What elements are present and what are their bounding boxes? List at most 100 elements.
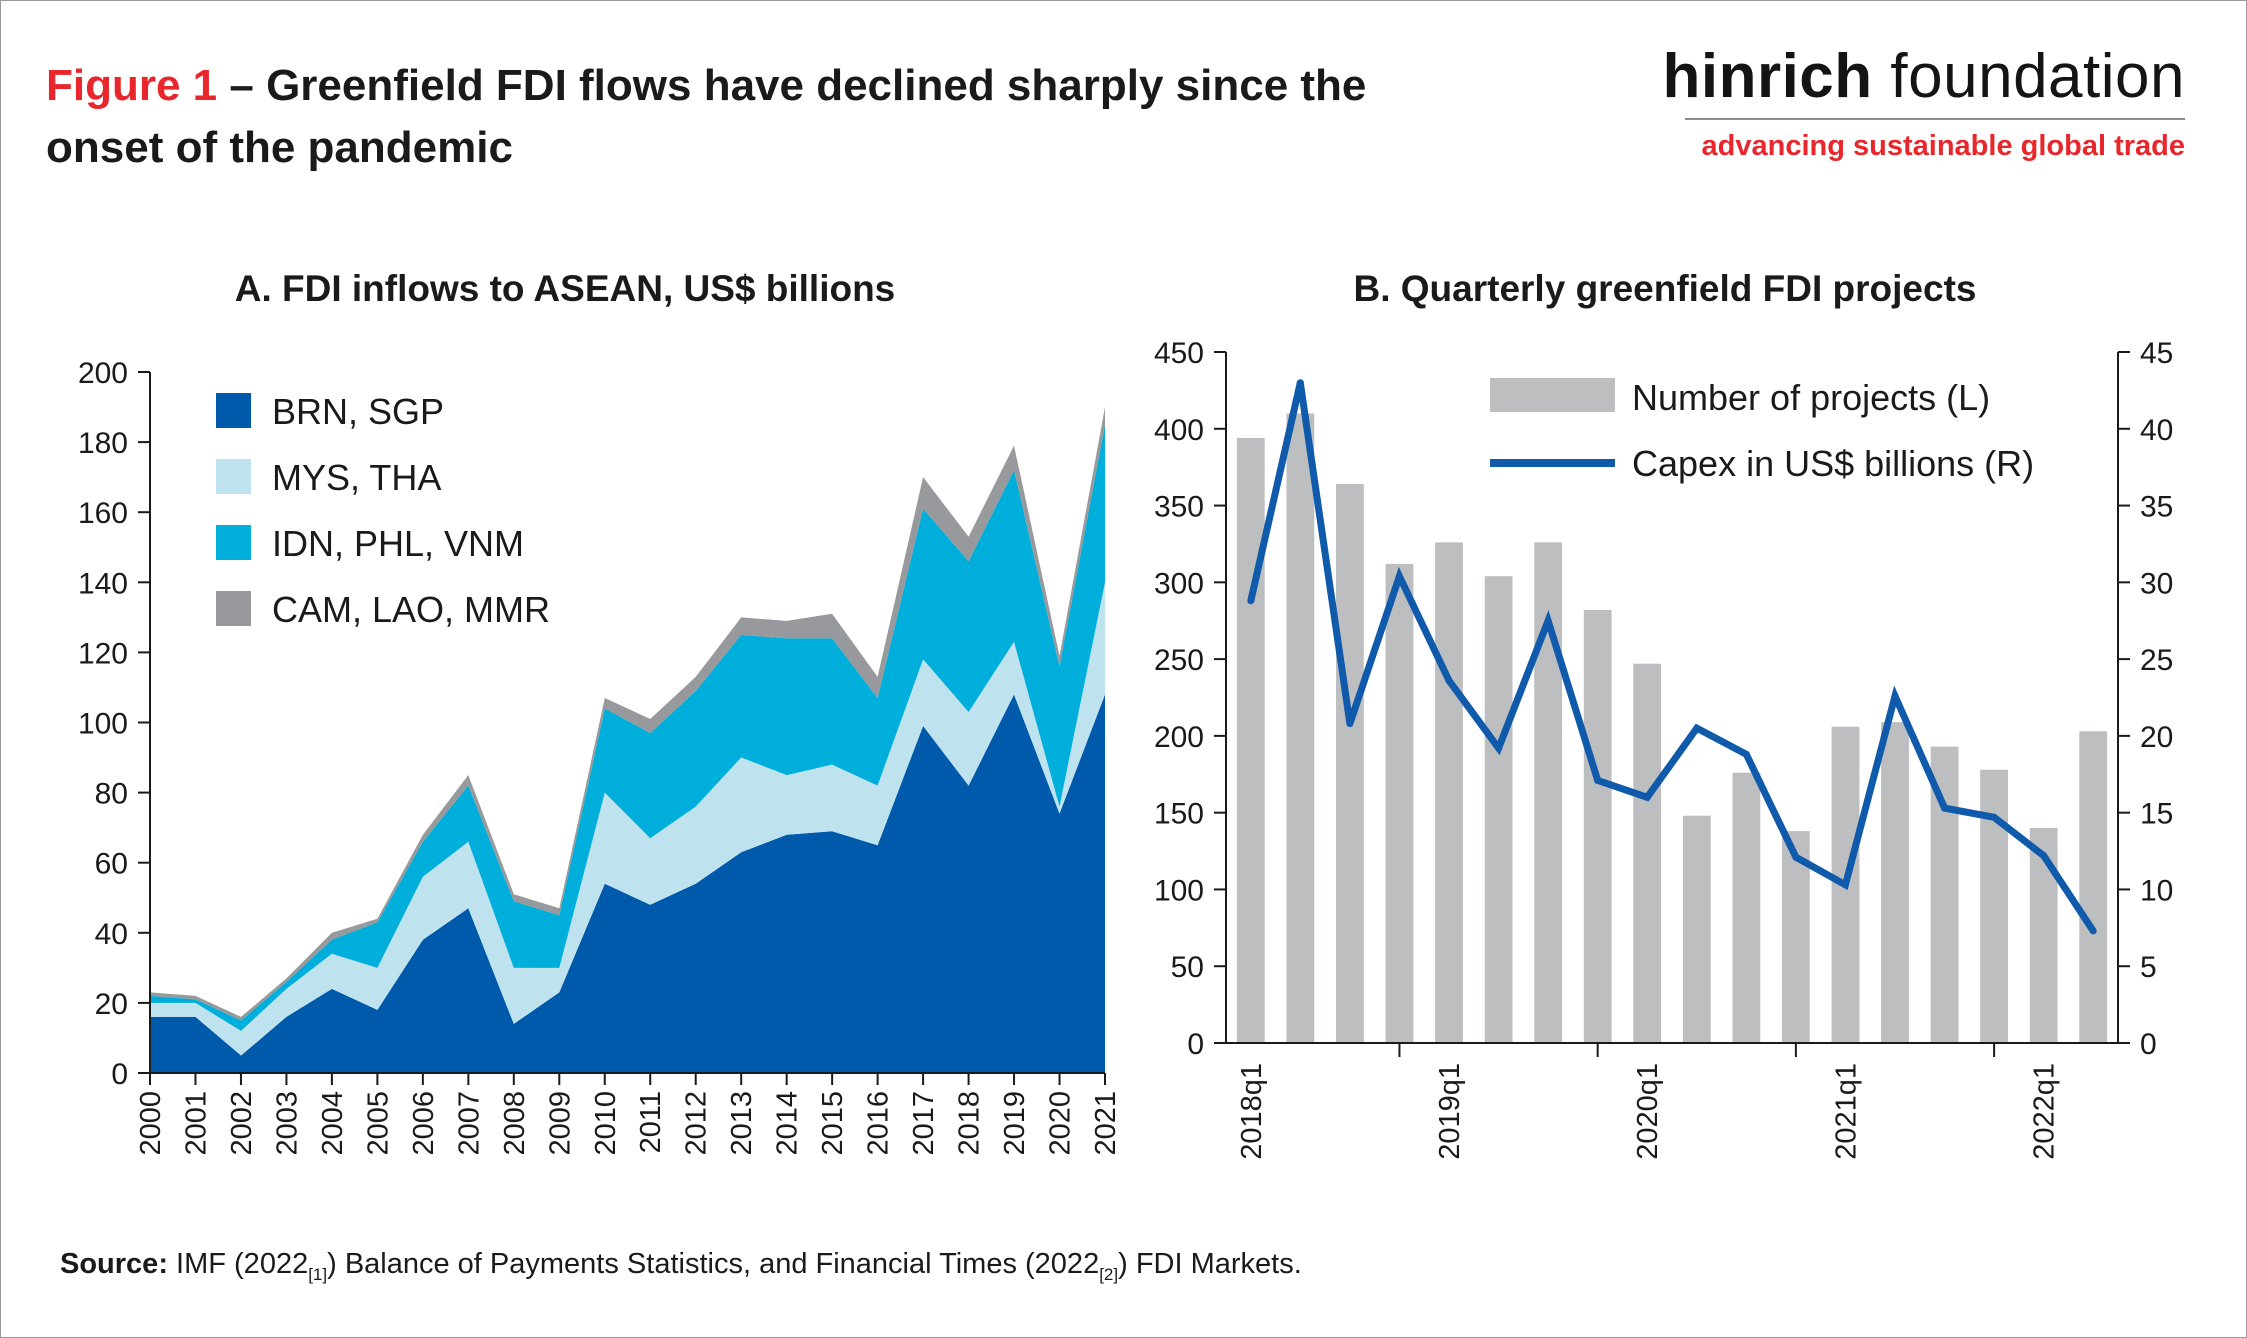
right-y-tick-label-1: 5 bbox=[2140, 951, 2157, 984]
x-tick-label-12: 2012 bbox=[681, 1091, 713, 1156]
legend-label-0: BRN, SGP bbox=[272, 391, 444, 432]
capex-point-9 bbox=[1693, 724, 1701, 732]
capex-point-5 bbox=[1495, 744, 1503, 752]
y-tick-label-5: 100 bbox=[78, 708, 128, 741]
bar-2 bbox=[1336, 484, 1364, 1044]
source-label: Source: bbox=[60, 1248, 168, 1280]
capex-point-15 bbox=[1990, 813, 1998, 821]
left-y-tick-label-7: 350 bbox=[1154, 491, 1204, 524]
capex-point-8 bbox=[1643, 793, 1651, 801]
left-y-tick-label-1: 50 bbox=[1171, 951, 1204, 984]
source-text-3: ) FDI Markets. bbox=[1118, 1248, 1302, 1280]
left-y-tick-label-4: 200 bbox=[1154, 721, 1204, 754]
y-tick-label-4: 80 bbox=[95, 778, 128, 811]
source-ref-2: [2] bbox=[1099, 1264, 1119, 1284]
legend-swatch-0 bbox=[216, 393, 251, 428]
bar-17 bbox=[2079, 731, 2108, 1043]
legend-label-3: CAM, LAO, MMR bbox=[272, 589, 550, 630]
bar-3 bbox=[1385, 563, 1414, 1043]
logo-brand: hinrich foundation bbox=[1625, 40, 2185, 114]
x-tick-label-18: 2018 bbox=[954, 1091, 986, 1156]
y-tick-label-10: 200 bbox=[78, 357, 128, 390]
capex-point-14 bbox=[1941, 804, 1949, 812]
bar-13 bbox=[1881, 722, 1909, 1043]
source-text-1: IMF (2022 bbox=[167, 1248, 309, 1280]
legend-swatch-2 bbox=[216, 525, 251, 560]
series-area-3 bbox=[150, 407, 1105, 1021]
x-tick-label-20: 2020 bbox=[1045, 1091, 1077, 1156]
y-tick-label-0: 0 bbox=[111, 1058, 128, 1091]
y-tick-label-7: 140 bbox=[78, 567, 128, 600]
bar-7 bbox=[1583, 610, 1612, 1043]
figure-label: Figure 1 bbox=[46, 61, 218, 110]
capex-point-7 bbox=[1594, 776, 1602, 784]
capex-point-17 bbox=[2089, 927, 2097, 935]
logo-brand-light: foundation bbox=[1872, 42, 2185, 111]
capex-point-13 bbox=[1891, 692, 1899, 700]
x-tick-label-8: 2008 bbox=[499, 1091, 531, 1156]
legend-swatch-1 bbox=[216, 459, 251, 494]
bar-11 bbox=[1782, 831, 1810, 1043]
capex-point-11 bbox=[1792, 853, 1800, 861]
capex-point-2 bbox=[1346, 720, 1354, 728]
capex-point-1 bbox=[1296, 379, 1304, 387]
capex-line bbox=[1247, 381, 2097, 933]
bar-5 bbox=[1484, 576, 1513, 1043]
legend-swatch-3 bbox=[216, 591, 251, 626]
bar-1 bbox=[1286, 413, 1315, 1043]
bar-0 bbox=[1236, 438, 1265, 1043]
source-note: Source: IMF (2022[1]) Balance of Payment… bbox=[60, 1248, 1302, 1285]
right-y-tick-label-3: 15 bbox=[2140, 798, 2173, 831]
panel-a-chart: 0 20 40 60 80 100 120 140 160 180 200 2000 2001 2002 2… bbox=[78, 357, 1122, 1156]
left-y-tick-label-8: 400 bbox=[1154, 414, 1204, 447]
x-tick-label-7: 2007 bbox=[453, 1091, 485, 1156]
x-tick-label-11: 2011 bbox=[635, 1091, 667, 1153]
x-tick-label-2: 2020q1 bbox=[1632, 1063, 1664, 1160]
capex-point-3 bbox=[1395, 572, 1403, 580]
x-tick-label-2: 2002 bbox=[226, 1091, 258, 1156]
x-tick-label-5: 2005 bbox=[362, 1091, 394, 1156]
right-y-tick-label-8: 40 bbox=[2140, 414, 2173, 447]
right-y-tick-label-9: 45 bbox=[2140, 337, 2173, 370]
bar-10 bbox=[1732, 772, 1761, 1043]
series-area-1 bbox=[150, 582, 1105, 1056]
legend-label-1: MYS, THA bbox=[272, 457, 441, 498]
right-y-tick-label-6: 30 bbox=[2140, 567, 2173, 600]
x-tick-label-0: 2000 bbox=[135, 1091, 167, 1156]
series-area-0 bbox=[150, 694, 1105, 1073]
hinrich-logo: hinrich foundation advancing sustainable… bbox=[1625, 40, 2185, 164]
right-y-tick-label-4: 20 bbox=[2140, 721, 2173, 754]
capex-point-4 bbox=[1445, 677, 1453, 685]
right-y-tick-label-2: 10 bbox=[2140, 874, 2173, 907]
x-tick-label-3: 2021q1 bbox=[1830, 1063, 1862, 1160]
figure-title-text: – Greenfield FDI flows have declined sha… bbox=[46, 61, 1367, 172]
capex-point-16 bbox=[2040, 852, 2048, 860]
panel-a-title: A. FDI inflows to ASEAN, US$ billions bbox=[234, 268, 896, 309]
left-y-tick-label-0: 0 bbox=[1187, 1028, 1204, 1061]
right-y-tick-label-7: 35 bbox=[2140, 491, 2173, 524]
logo-tagline: advancing sustainable global trade bbox=[1701, 130, 2185, 162]
x-tick-label-13: 2013 bbox=[726, 1091, 758, 1156]
left-y-tick-label-5: 250 bbox=[1154, 644, 1204, 677]
legend-label-bars: Number of projects (L) bbox=[1632, 377, 1990, 418]
capex-point-10 bbox=[1742, 750, 1750, 758]
y-tick-label-9: 180 bbox=[78, 427, 128, 460]
left-y-tick-label-3: 150 bbox=[1154, 798, 1204, 831]
legend-label-line: Capex in US$ billions (R) bbox=[1632, 443, 2034, 484]
x-tick-label-0: 2018q1 bbox=[1236, 1063, 1268, 1160]
y-tick-label-2: 40 bbox=[95, 918, 128, 951]
x-tick-label-4: 2022q1 bbox=[2029, 1063, 2061, 1160]
x-tick-label-1: 2001 bbox=[180, 1091, 212, 1156]
bar-15 bbox=[1980, 769, 2008, 1043]
source-text-2: ) Balance of Payments Statistics, and Fi… bbox=[327, 1248, 1100, 1280]
x-tick-label-17: 2017 bbox=[908, 1091, 940, 1156]
y-tick-label-3: 60 bbox=[95, 848, 128, 881]
y-tick-label-1: 20 bbox=[95, 988, 128, 1021]
left-y-tick-label-9: 450 bbox=[1154, 337, 1204, 370]
bar-14 bbox=[1930, 746, 1959, 1043]
x-tick-label-3: 2003 bbox=[271, 1091, 303, 1156]
right-y-tick-label-0: 0 bbox=[2140, 1028, 2157, 1061]
bar-9 bbox=[1682, 815, 1711, 1043]
x-tick-label-19: 2019 bbox=[999, 1091, 1031, 1156]
x-tick-label-21: 2021 bbox=[1090, 1091, 1122, 1156]
